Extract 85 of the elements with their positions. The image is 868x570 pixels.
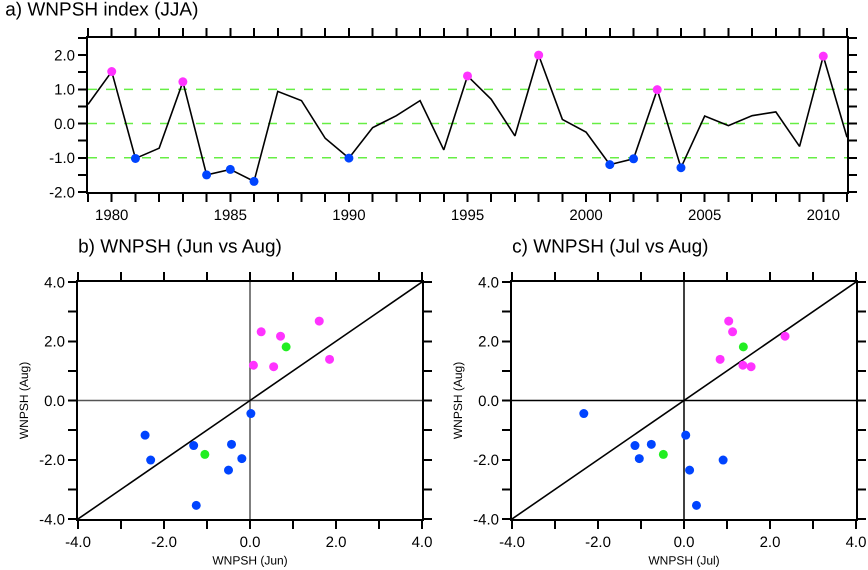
y-tick-label: 0.0 (54, 116, 75, 133)
point (202, 170, 212, 180)
point (724, 316, 734, 326)
point (224, 466, 233, 475)
x-tick-label: -2.0 (151, 534, 177, 551)
point (107, 67, 116, 76)
x-tick-label: 1990 (332, 207, 366, 224)
y-tick-label: 4.0 (44, 274, 65, 292)
point (178, 77, 188, 86)
point (250, 176, 259, 186)
y-axis-title: WNPSH (Aug) (16, 362, 31, 440)
x-tick-label: 1980 (95, 207, 128, 224)
point (630, 441, 640, 450)
point (634, 454, 644, 464)
point (646, 440, 656, 449)
x-tick-label: 1985 (214, 207, 247, 224)
point (780, 332, 790, 341)
x-tick-label: 4.0 (412, 534, 432, 551)
point (325, 354, 334, 364)
point (314, 316, 324, 326)
point (269, 362, 278, 372)
point (685, 466, 694, 475)
point (189, 441, 198, 450)
point (818, 52, 828, 61)
point (248, 360, 258, 370)
x-tick-label: 2.0 (326, 534, 346, 551)
x-tick-label: -2.0 (585, 534, 611, 551)
point (716, 354, 725, 364)
y-tick-label: 0.0 (478, 392, 499, 410)
point (681, 430, 690, 440)
x-axis-title: WNPSH (Jul) (648, 553, 720, 568)
chart-title: a) WNPSH index (JJA) (5, 0, 198, 21)
x-tick-label: 2005 (688, 207, 722, 224)
y-axis-title: WNPSH (Aug) (450, 362, 465, 440)
point (227, 440, 236, 449)
point (463, 71, 472, 80)
point (579, 409, 588, 418)
y-tick-label: 1.0 (54, 82, 75, 99)
y-tick-label: 2.0 (54, 47, 75, 64)
point (246, 409, 256, 418)
y-tick-label: -1.0 (49, 150, 75, 168)
x-tick-label: -4.0 (499, 534, 525, 551)
point (629, 154, 638, 164)
x-tick-label: 4.0 (846, 534, 866, 551)
point (652, 85, 662, 94)
point (738, 342, 748, 352)
point (718, 456, 728, 465)
point (746, 362, 756, 372)
x-tick-label: -4.0 (65, 534, 91, 551)
point (534, 50, 544, 60)
x-tick-label: 1995 (450, 207, 484, 224)
y-tick-label: 2.0 (478, 334, 499, 350)
point (276, 332, 286, 341)
x-tick-label: 0.0 (240, 534, 260, 551)
point (146, 456, 156, 465)
chart-title: c) WNPSH (Jul vs Aug) (512, 236, 708, 258)
y-tick-label: 2.0 (44, 334, 65, 350)
point (658, 450, 668, 459)
y-tick-label: 4.0 (478, 274, 499, 292)
point (256, 327, 266, 336)
point (237, 454, 246, 464)
point (692, 500, 701, 510)
point (676, 163, 686, 172)
point (344, 154, 354, 163)
y-tick-label: -4.0 (39, 511, 65, 528)
point (192, 500, 201, 510)
x-tick-label: 2010 (806, 207, 840, 224)
chart-title: b) WNPSH (Jun vs Aug) (78, 236, 282, 258)
point (140, 430, 150, 440)
point (130, 154, 140, 163)
point (738, 360, 748, 370)
point (226, 164, 235, 174)
y-tick-label: 0.0 (44, 392, 65, 410)
x-tick-label: 2000 (569, 207, 603, 224)
y-tick-label: -2.0 (473, 452, 499, 469)
point (282, 342, 291, 352)
point (200, 450, 210, 459)
point (605, 160, 614, 170)
x-tick-label: 0.0 (674, 534, 694, 551)
y-tick-label: -2.0 (39, 452, 65, 469)
y-tick-label: -2.0 (49, 184, 75, 202)
y-tick-label: -4.0 (473, 511, 499, 528)
point (728, 327, 738, 336)
x-axis-title: WNPSH (Jun) (212, 553, 288, 568)
x-tick-label: 2.0 (760, 534, 780, 551)
